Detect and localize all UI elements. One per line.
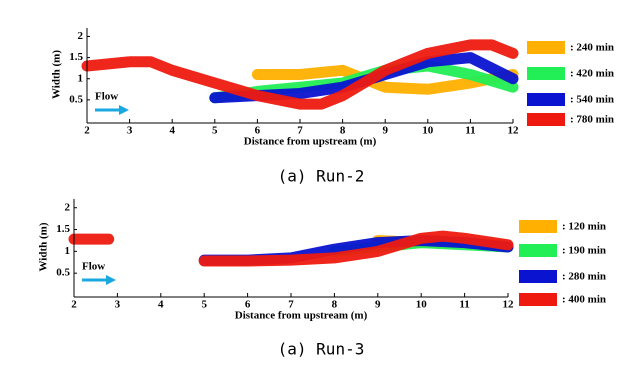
y-tick-label: 0.5 xyxy=(69,93,83,105)
x-tick-label: 8 xyxy=(340,125,346,137)
legend-label: : 240 min xyxy=(570,42,614,54)
x-tick-label: 8 xyxy=(332,299,338,311)
channel-line xyxy=(251,64,519,95)
legend-swatch xyxy=(527,67,565,80)
legend-swatch xyxy=(527,113,565,126)
x-tick-label: 5 xyxy=(212,125,218,137)
flow-label: Flow xyxy=(82,261,105,273)
x-tick-label: 6 xyxy=(245,299,251,311)
x-tick-label: 6 xyxy=(255,125,261,137)
legend-swatch xyxy=(519,270,557,283)
legend-label: : 420 min xyxy=(570,68,614,80)
y-tick-label: 1 xyxy=(65,245,71,257)
y-tick-label: 0.5 xyxy=(56,267,70,279)
x-tick-label: 11 xyxy=(465,125,475,137)
legend-swatch xyxy=(519,293,557,306)
legend-swatch xyxy=(519,244,557,257)
x-tick-label: 12 xyxy=(508,125,520,137)
x-tick-label: 5 xyxy=(201,299,207,311)
legend-label: : 540 min xyxy=(570,94,614,106)
legend-label: : 190 min xyxy=(562,245,606,257)
x-tick-label: 10 xyxy=(416,299,428,311)
y-tick-label: 1.5 xyxy=(56,223,70,235)
x-tick-label: 10 xyxy=(422,125,434,137)
flow-label: Flow xyxy=(95,91,118,103)
legend-label: : 280 min xyxy=(562,271,606,283)
legend-label: : 780 min xyxy=(570,114,614,126)
y-tick-label: 2 xyxy=(65,201,71,213)
x-tick-label: 4 xyxy=(169,125,175,137)
flow-arrow-head xyxy=(119,105,129,115)
y-tick-label: 1.5 xyxy=(69,51,83,63)
y-axis-label: Width (m) xyxy=(51,50,63,99)
flow-arrow-head xyxy=(106,275,116,285)
y-tick-label: 1 xyxy=(78,72,84,84)
channel-line xyxy=(81,39,519,110)
legend-label: : 120 min xyxy=(562,221,606,233)
y-tick-label: 2 xyxy=(78,30,84,42)
x-tick-label: 3 xyxy=(127,125,133,137)
y-axis-label: Width (m) xyxy=(38,222,50,271)
x-tick-label: 12 xyxy=(503,299,515,311)
caption: (a) Run-2 xyxy=(278,167,365,186)
x-tick-label: 7 xyxy=(288,299,294,311)
x-tick-label: 9 xyxy=(382,125,388,137)
x-tick-label: 2 xyxy=(71,299,77,311)
legend-swatch xyxy=(527,93,565,106)
x-axis-label: Distance from upstream (m) xyxy=(235,310,368,322)
x-tick-label: 11 xyxy=(459,299,469,311)
x-tick-label: 3 xyxy=(115,299,121,311)
channel-line xyxy=(68,230,514,267)
x-axis-label: Distance from upstream (m) xyxy=(244,136,377,148)
x-tick-label: 9 xyxy=(375,299,381,311)
x-tick-label: 7 xyxy=(297,125,303,137)
legend-label: : 400 min xyxy=(562,294,606,306)
legend-swatch xyxy=(519,220,557,233)
caption: (a) Run-3 xyxy=(278,340,365,359)
legend-swatch xyxy=(527,41,565,54)
x-tick-label: 4 xyxy=(158,299,164,311)
x-tick-label: 2 xyxy=(84,125,90,137)
